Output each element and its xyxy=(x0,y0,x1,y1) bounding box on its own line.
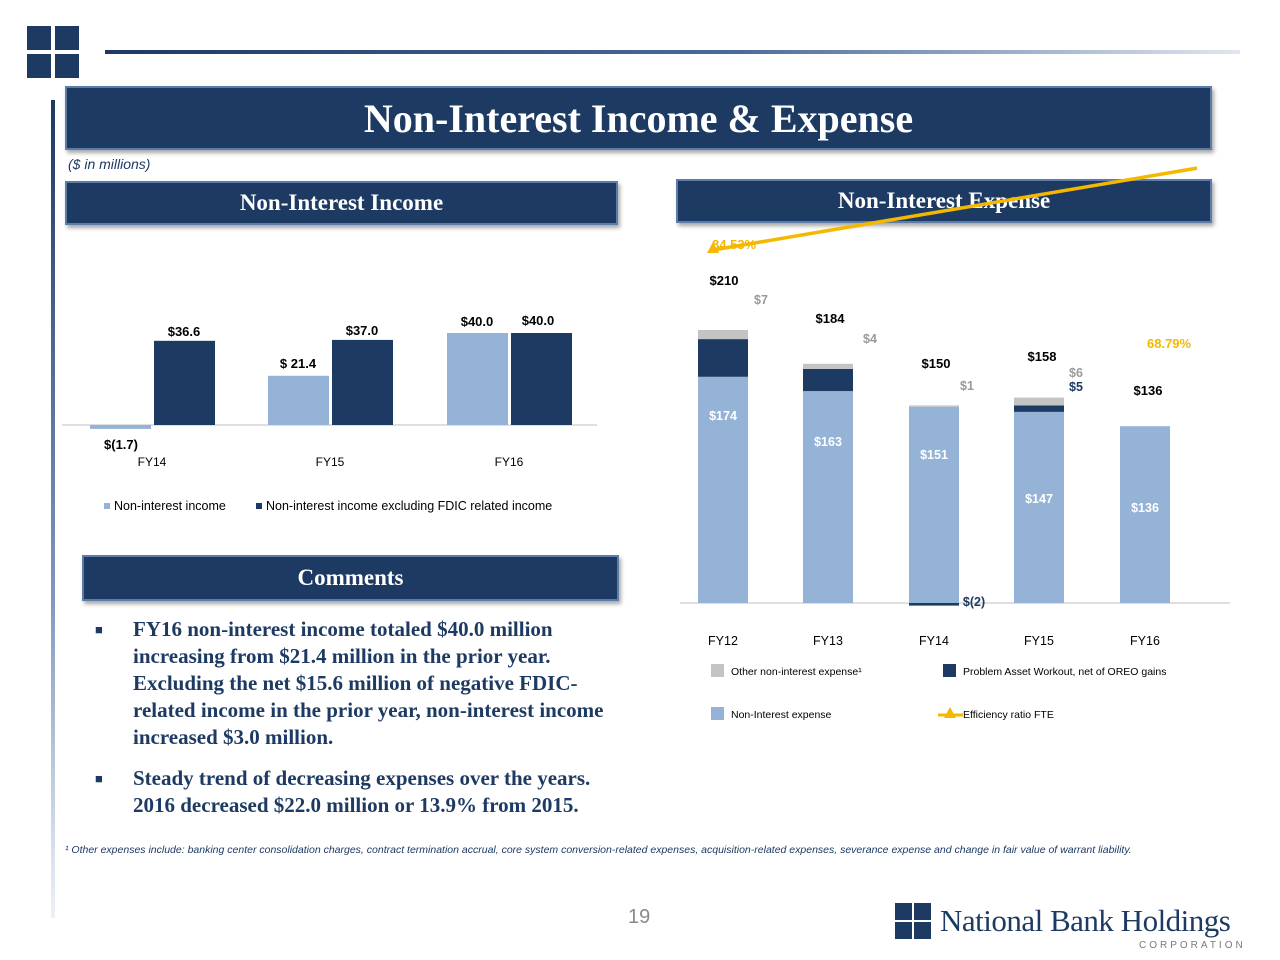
logo-square-icon xyxy=(895,922,912,939)
expense-x-tick: FY12 xyxy=(708,634,738,648)
expense-bar-other xyxy=(909,405,959,407)
expense-legend-label: Efficiency ratio FTE xyxy=(963,709,1054,721)
income-data-label: $40.0 xyxy=(461,314,494,329)
expense-bar-other xyxy=(1014,397,1064,406)
expense-label-problem-asset: $(2) xyxy=(963,595,985,609)
expense-legend-label: Non-Interest expense xyxy=(731,709,832,721)
expense-label-noninterest: $151 xyxy=(920,448,948,462)
non-interest-expense-chart: $174 $29 $7 $210 FY12 $163 $17 $4 $184 FY13 $151 $(… xyxy=(680,166,1230,721)
income-bar xyxy=(154,340,215,425)
income-legend-label: Non-interest income xyxy=(114,499,226,513)
income-x-tick: FY16 xyxy=(495,455,524,469)
income-bar xyxy=(268,375,329,425)
expense-label-other: $6 xyxy=(1069,366,1083,380)
expense-bar-problem-asset xyxy=(1014,405,1064,412)
income-legend-label: Non-interest income excluding FDIC relat… xyxy=(266,499,552,513)
expense-label-problem-asset: $17 xyxy=(820,342,841,356)
expense-legend-swatch xyxy=(711,664,724,677)
logo-subtitle: CORPORATION xyxy=(1139,940,1246,951)
right-section-header: Non-Interest Expense xyxy=(676,179,1212,223)
expense-bar-noninterest xyxy=(909,406,959,603)
expense-bar-other xyxy=(803,363,853,369)
income-data-label: $40.0 xyxy=(522,313,555,328)
expense-bar-noninterest xyxy=(803,391,853,603)
comments-header: Comments xyxy=(82,555,619,601)
expense-x-tick: FY16 xyxy=(1130,634,1160,648)
expense-x-tick: FY14 xyxy=(919,634,949,648)
income-data-label: $37.0 xyxy=(346,323,379,338)
comment-text: Steady trend of decreasing expenses over… xyxy=(133,766,591,817)
comment-item: ■ FY16 non-interest income totaled $40.0 … xyxy=(95,616,615,751)
expense-total-label: $210 xyxy=(710,273,739,288)
logo-name: National Bank Holdings xyxy=(940,903,1231,938)
expense-legend-swatch xyxy=(943,664,956,677)
income-x-tick: FY15 xyxy=(316,455,345,469)
comment-item: ■ Steady trend of decreasing expenses ove… xyxy=(95,765,615,819)
expense-bar-noninterest xyxy=(1014,411,1064,603)
expense-total-label: $158 xyxy=(1028,349,1057,364)
expense-label-noninterest: $174 xyxy=(709,409,737,423)
expense-x-tick: FY13 xyxy=(813,634,843,648)
expense-bar-problem-asset xyxy=(909,603,959,606)
comment-text: FY16 non-interest income totaled $40.0 m… xyxy=(133,617,604,749)
income-legend-swatch xyxy=(256,503,262,509)
expense-label-noninterest: $136 xyxy=(1131,501,1159,515)
expense-legend-swatch xyxy=(711,707,724,720)
bullet-icon: ■ xyxy=(95,771,103,786)
income-legend-swatch xyxy=(104,503,110,509)
expense-label-noninterest: $147 xyxy=(1025,492,1053,506)
units-note: ($ in millions) xyxy=(68,156,151,172)
expense-bar-other xyxy=(698,330,748,340)
expense-label-other: $7 xyxy=(754,293,768,307)
efficiency-label: 84.53% xyxy=(712,237,757,252)
expense-label-problem-asset: $29 xyxy=(714,318,735,332)
efficiency-start-marker xyxy=(707,242,719,253)
expense-bar-problem-asset xyxy=(698,339,748,377)
page-title: Non-Interest Income & Expense xyxy=(65,86,1212,150)
non-interest-income-chart: $(1.7) $ 21.4 $40.0 $36.6 $37.0 $40.0 FY14 FY15… xyxy=(62,313,597,513)
efficiency-label: 68.79% xyxy=(1147,336,1192,351)
income-bar xyxy=(90,425,151,429)
income-bar xyxy=(511,333,572,425)
expense-label-other: $1 xyxy=(960,379,974,393)
expense-legend-label: Other non-interest expense¹ xyxy=(731,666,862,678)
expense-total-label: $136 xyxy=(1134,383,1163,398)
left-section-header: Non-Interest Income xyxy=(65,181,618,225)
expense-bar-noninterest xyxy=(698,376,748,603)
expense-label-other: $4 xyxy=(863,332,877,346)
expense-x-tick: FY15 xyxy=(1024,634,1054,648)
expense-legend-marker xyxy=(944,707,956,718)
footnote: ¹ Other expenses include: banking center… xyxy=(65,844,1132,856)
income-data-label: $36.6 xyxy=(168,324,201,339)
top-rule xyxy=(105,50,1240,54)
expense-legend-label: Problem Asset Workout, net of OREO gains xyxy=(963,666,1166,678)
logo-square-icon xyxy=(914,903,931,920)
left-accent-bar xyxy=(51,100,55,918)
income-bar xyxy=(332,339,393,425)
page-number: 19 xyxy=(628,906,651,928)
efficiency-ratio-line xyxy=(712,166,1198,252)
income-bar xyxy=(447,333,508,425)
expense-bar-noninterest xyxy=(1120,426,1170,603)
expense-total-label: $184 xyxy=(816,311,846,326)
bullet-icon: ■ xyxy=(95,622,103,637)
income-x-tick: FY14 xyxy=(138,455,167,469)
expense-bar-problem-asset xyxy=(803,369,853,392)
income-data-label: $(1.7) xyxy=(104,437,138,452)
comments-list: ■ FY16 non-interest income totaled $40.0 … xyxy=(95,616,615,833)
logo-square-icon xyxy=(914,922,931,939)
income-data-label: $ 21.4 xyxy=(280,356,317,371)
expense-label-problem-asset: $5 xyxy=(1069,380,1083,394)
expense-total-label: $150 xyxy=(922,356,951,371)
expense-label-noninterest: $163 xyxy=(814,435,842,449)
logo-square-icon xyxy=(895,903,912,920)
